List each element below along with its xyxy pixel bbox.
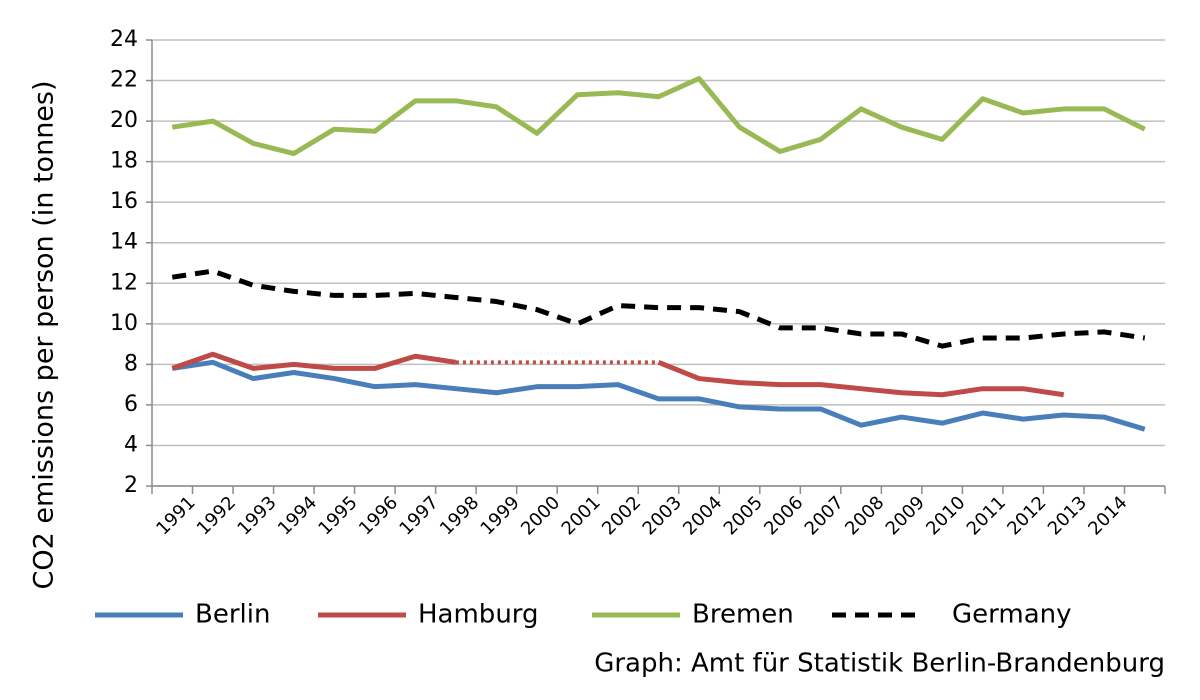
- y-tick-label: 6: [124, 392, 138, 417]
- x-tick-label: 2007: [801, 492, 848, 539]
- x-tick-label: 2013: [1044, 492, 1091, 539]
- legend-label: Germany: [952, 600, 1072, 630]
- y-tick-label: 4: [124, 432, 138, 457]
- legend-label: Bremen: [692, 600, 794, 630]
- series-line: [171, 351, 457, 371]
- legend-label: Berlin: [195, 600, 270, 630]
- x-tick-label: 2006: [760, 492, 807, 539]
- x-tick-label: 1997: [395, 492, 442, 539]
- y-axis-label: CO2 emissions per person (in tonnes): [29, 80, 60, 589]
- y-tick-label: 8: [124, 351, 138, 376]
- x-tick-label: 2001: [558, 492, 605, 539]
- x-tick-label: 2003: [639, 492, 686, 539]
- x-tick-label: 2010: [922, 492, 969, 539]
- x-tick-label: 1996: [355, 492, 402, 539]
- x-tick-label: 2008: [841, 492, 888, 539]
- x-tick-label: 2009: [882, 492, 929, 539]
- y-tick-label: 20: [110, 108, 138, 133]
- x-tick-label: 1998: [436, 492, 483, 539]
- x-tick-label: 1991: [152, 492, 199, 539]
- x-tick-label: 1994: [274, 492, 321, 539]
- legend-label: Hamburg: [418, 600, 539, 630]
- series-line: [171, 359, 1146, 432]
- x-tick-label: 2012: [1003, 492, 1050, 539]
- x-tick-label: 1992: [193, 492, 240, 539]
- x-tick-label: 2014: [1084, 492, 1131, 539]
- series-line: [171, 268, 1146, 349]
- series-line: [657, 360, 1065, 398]
- y-tick-label: 14: [110, 230, 138, 255]
- x-tick-label: 1993: [233, 492, 280, 539]
- source-note: Graph: Amt für Statistik Berlin-Brandenb…: [594, 649, 1165, 679]
- x-tick-label: 2004: [679, 492, 726, 539]
- x-tick-label: 2011: [963, 492, 1010, 539]
- x-tick-label: 1995: [314, 492, 361, 539]
- series-line: [171, 76, 1146, 157]
- y-tick-label: 22: [110, 68, 138, 93]
- y-tick-label: 12: [110, 270, 138, 295]
- x-tick-label: 2005: [720, 492, 767, 539]
- y-tick-label: 16: [110, 189, 138, 214]
- y-tick-label: 10: [110, 311, 138, 336]
- y-tick-label: 2: [124, 473, 138, 498]
- x-tick-label: 2002: [598, 492, 645, 539]
- x-tick-label: 2000: [517, 492, 564, 539]
- y-tick-label: 24: [110, 27, 138, 52]
- y-tick-label: 18: [110, 149, 138, 174]
- x-tick-label: 1999: [477, 492, 524, 539]
